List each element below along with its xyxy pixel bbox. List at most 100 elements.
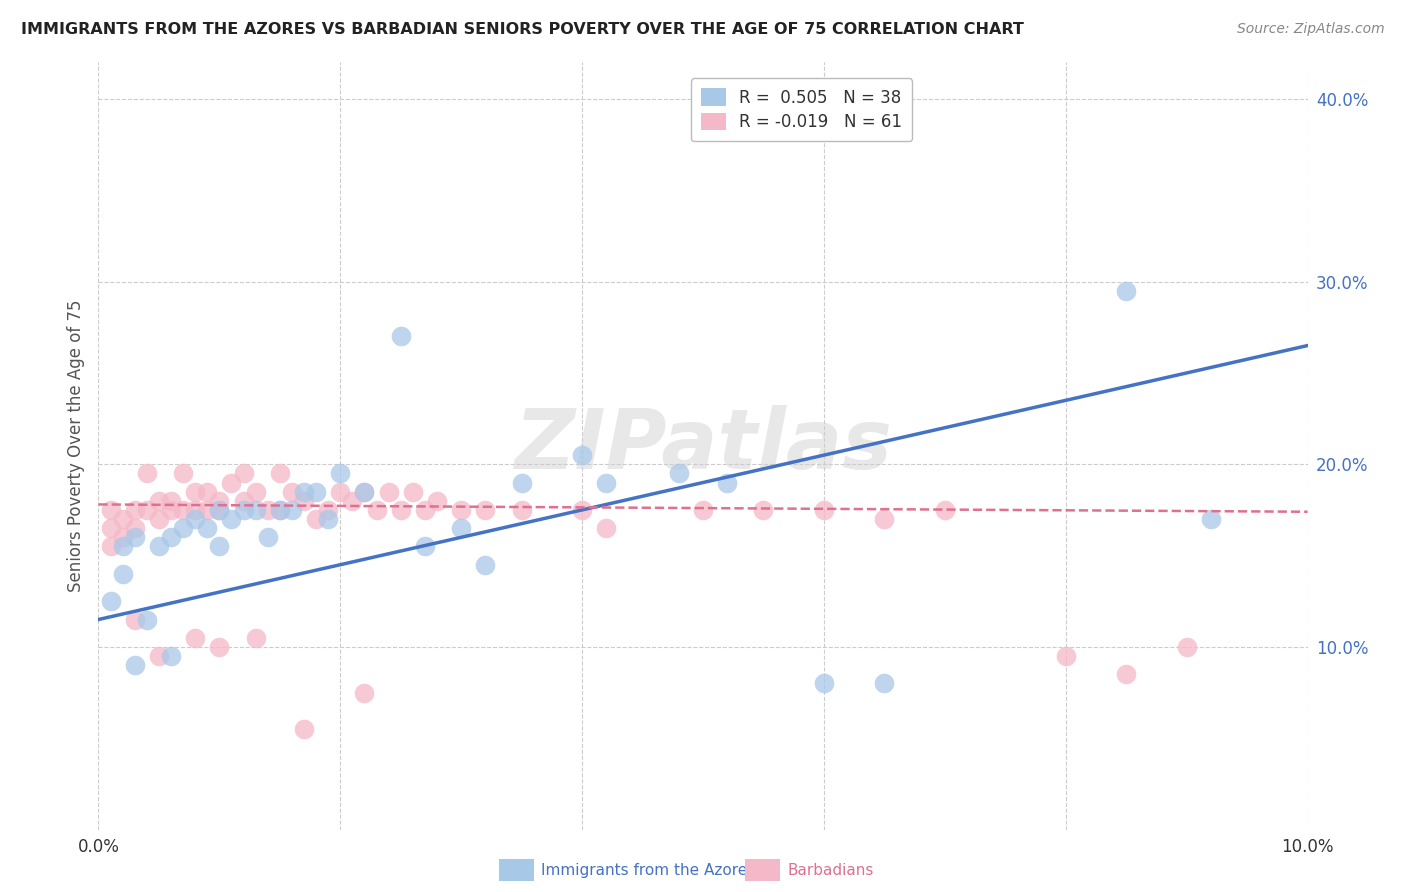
Point [172, 521, 194, 535]
Text: Immigrants from the Azores: Immigrants from the Azores [541, 863, 755, 878]
Point [232, 503, 254, 517]
Point [100, 540, 122, 554]
Point [813, 676, 835, 690]
Point [292, 493, 315, 508]
Text: IMMIGRANTS FROM THE AZORES VS BARBADIAN SENIORS POVERTY OVER THE AGE OF 75 CORRE: IMMIGRANTS FROM THE AZORES VS BARBADIAN … [21, 22, 1024, 37]
Point [184, 484, 207, 499]
Point [148, 540, 170, 554]
Point [269, 503, 291, 517]
Point [208, 493, 231, 508]
Point [256, 503, 278, 517]
Point [595, 521, 617, 535]
Point [1115, 284, 1137, 298]
Point [184, 503, 207, 517]
Point [232, 493, 254, 508]
Point [571, 448, 593, 462]
Point [510, 503, 533, 517]
Point [124, 530, 146, 544]
Point [1115, 667, 1137, 681]
Point [245, 631, 267, 645]
Point [148, 493, 170, 508]
Point [571, 503, 593, 517]
Point [595, 475, 617, 490]
Point [353, 484, 375, 499]
Point [184, 512, 207, 526]
Point [1175, 640, 1198, 654]
Point [281, 503, 304, 517]
Point [474, 503, 496, 517]
Point [160, 493, 183, 508]
Point [100, 503, 122, 517]
Point [124, 521, 146, 535]
Point [111, 512, 134, 526]
Point [269, 467, 291, 481]
Point [124, 503, 146, 517]
Point [329, 484, 352, 499]
Point [873, 676, 896, 690]
Point [124, 613, 146, 627]
Point [402, 484, 425, 499]
Point [111, 540, 134, 554]
Point [172, 503, 194, 517]
Text: Barbadians: Barbadians [787, 863, 873, 878]
Point [316, 503, 339, 517]
Point [135, 467, 157, 481]
Point [366, 503, 388, 517]
Legend: R =  0.505   N = 38, R = -0.019   N = 61: R = 0.505 N = 38, R = -0.019 N = 61 [690, 78, 912, 142]
Point [208, 540, 231, 554]
Point [245, 484, 267, 499]
Point [208, 503, 231, 517]
Point [100, 521, 122, 535]
Point [305, 512, 328, 526]
Point [292, 484, 315, 499]
Point [135, 613, 157, 627]
Point [148, 648, 170, 663]
Point [316, 512, 339, 526]
Text: ZIPatlas: ZIPatlas [515, 406, 891, 486]
Point [148, 512, 170, 526]
Point [160, 530, 183, 544]
Point [716, 475, 738, 490]
Point [692, 503, 714, 517]
Point [269, 503, 291, 517]
Point [329, 467, 352, 481]
Point [208, 503, 231, 517]
Point [474, 558, 496, 572]
Point [305, 484, 328, 499]
Point [426, 493, 449, 508]
Point [413, 503, 436, 517]
Point [221, 512, 243, 526]
Point [413, 540, 436, 554]
Point [208, 640, 231, 654]
Point [752, 503, 775, 517]
Point [934, 503, 956, 517]
Point [172, 467, 194, 481]
Point [668, 467, 690, 481]
Point [873, 512, 896, 526]
Point [342, 493, 364, 508]
Point [353, 685, 375, 699]
Point [135, 503, 157, 517]
Point [510, 475, 533, 490]
Point [292, 722, 315, 736]
Point [160, 648, 183, 663]
Point [124, 658, 146, 673]
Point [195, 503, 218, 517]
Point [813, 503, 835, 517]
Point [389, 503, 412, 517]
Point [450, 521, 472, 535]
Y-axis label: Seniors Poverty Over the Age of 75: Seniors Poverty Over the Age of 75 [66, 300, 84, 592]
Point [389, 329, 412, 343]
Point [353, 484, 375, 499]
Point [232, 467, 254, 481]
Point [377, 484, 399, 499]
Point [1199, 512, 1222, 526]
Point [111, 530, 134, 544]
Point [195, 521, 218, 535]
Point [281, 484, 304, 499]
Point [160, 503, 183, 517]
Point [100, 594, 122, 608]
Point [221, 475, 243, 490]
Point [450, 503, 472, 517]
Point [184, 631, 207, 645]
